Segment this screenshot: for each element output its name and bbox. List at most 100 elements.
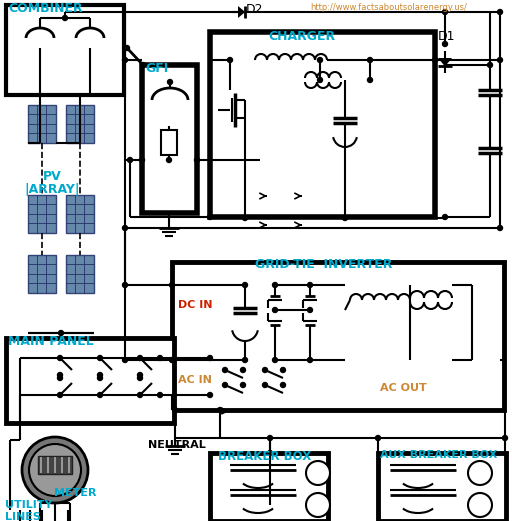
Circle shape (167, 80, 173, 84)
Circle shape (442, 42, 447, 46)
Circle shape (263, 382, 267, 388)
Text: http://www.factsaboutsolarenergy.us/: http://www.factsaboutsolarenergy.us/ (310, 3, 467, 12)
Circle shape (57, 373, 62, 378)
Circle shape (243, 357, 247, 363)
Circle shape (218, 407, 223, 413)
Text: AC IN: AC IN (178, 375, 212, 385)
Circle shape (281, 382, 286, 388)
Circle shape (124, 45, 130, 51)
Bar (142, 65, 197, 213)
Bar (66, 195, 94, 233)
Circle shape (57, 392, 62, 398)
Circle shape (195, 157, 200, 163)
Circle shape (223, 367, 227, 373)
Text: METER: METER (54, 488, 96, 498)
Circle shape (138, 392, 142, 398)
Circle shape (97, 355, 102, 361)
Text: D2: D2 (246, 3, 264, 16)
Bar (6, 338, 174, 423)
Circle shape (368, 78, 373, 82)
Circle shape (207, 392, 212, 398)
Bar (378, 453, 506, 521)
Circle shape (263, 367, 267, 373)
Circle shape (442, 9, 447, 15)
Text: AC OUT: AC OUT (380, 383, 426, 393)
Circle shape (29, 444, 81, 496)
Bar (66, 105, 94, 143)
Circle shape (122, 57, 127, 63)
Text: LINES: LINES (5, 512, 41, 521)
Circle shape (502, 436, 507, 440)
Text: D1: D1 (438, 30, 456, 43)
Circle shape (58, 330, 63, 336)
Text: GRID-TIE  INVERTER: GRID-TIE INVERTER (255, 258, 392, 271)
Polygon shape (438, 58, 452, 66)
Circle shape (243, 216, 247, 220)
Circle shape (57, 376, 62, 380)
Circle shape (127, 157, 133, 163)
Circle shape (433, 57, 437, 63)
Circle shape (317, 57, 323, 63)
Circle shape (308, 282, 312, 288)
Bar (161, 130, 177, 155)
Circle shape (207, 355, 212, 361)
Text: BREAKER BOX: BREAKER BOX (218, 450, 311, 463)
Circle shape (173, 407, 178, 413)
Circle shape (227, 57, 232, 63)
Circle shape (169, 282, 175, 288)
Bar (210, 453, 328, 521)
Circle shape (375, 436, 380, 440)
Circle shape (498, 57, 502, 63)
Circle shape (272, 307, 278, 313)
Circle shape (343, 216, 348, 220)
Circle shape (138, 355, 142, 361)
Bar (210, 32, 435, 217)
Circle shape (468, 493, 492, 517)
Circle shape (487, 63, 493, 68)
Bar (66, 255, 94, 293)
Circle shape (122, 282, 127, 288)
Circle shape (169, 357, 175, 363)
Circle shape (241, 382, 245, 388)
Text: NEUTRAL: NEUTRAL (148, 440, 206, 450)
Circle shape (368, 57, 373, 63)
Circle shape (272, 357, 278, 363)
Circle shape (306, 461, 330, 485)
Circle shape (498, 9, 502, 15)
Circle shape (57, 355, 62, 361)
Circle shape (122, 226, 127, 230)
Bar (6, 5, 124, 95)
Text: |ARRAY|: |ARRAY| (24, 183, 80, 196)
Circle shape (442, 215, 447, 219)
Circle shape (139, 157, 144, 163)
Circle shape (158, 355, 162, 361)
Bar (28, 255, 56, 293)
Text: GFI: GFI (145, 62, 168, 75)
Circle shape (498, 226, 502, 230)
Text: PV: PV (42, 170, 61, 183)
Circle shape (140, 63, 145, 68)
Circle shape (281, 367, 286, 373)
Text: CHARGER: CHARGER (268, 30, 335, 43)
Circle shape (62, 16, 68, 20)
Circle shape (158, 392, 162, 398)
Circle shape (97, 392, 102, 398)
Circle shape (97, 373, 102, 378)
Circle shape (267, 436, 272, 440)
Bar (28, 105, 56, 143)
Circle shape (138, 376, 142, 380)
Circle shape (468, 461, 492, 485)
Circle shape (166, 157, 172, 163)
Circle shape (138, 373, 142, 378)
Circle shape (306, 493, 330, 517)
Circle shape (22, 437, 88, 503)
Bar (172, 262, 504, 410)
Circle shape (243, 282, 247, 288)
Circle shape (241, 367, 245, 373)
Polygon shape (238, 6, 245, 18)
Text: AUX BREAKER BOX: AUX BREAKER BOX (380, 450, 497, 460)
Circle shape (317, 78, 323, 82)
Circle shape (207, 215, 212, 219)
Circle shape (223, 382, 227, 388)
Text: MAIN PANEL: MAIN PANEL (8, 335, 94, 348)
